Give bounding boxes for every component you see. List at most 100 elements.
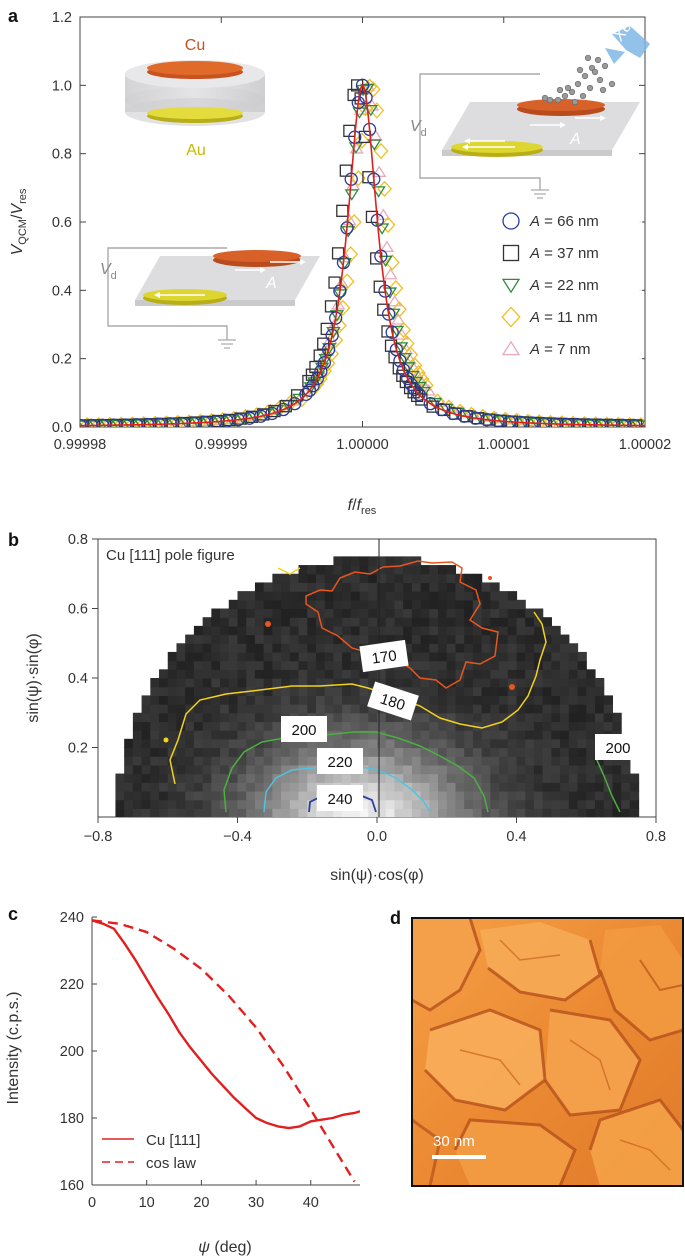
heat-cell [507,625,518,636]
heat-cell [193,730,204,740]
heat-cell [533,669,544,679]
heat-cell [132,756,143,766]
heat-cell [281,582,291,592]
heat-cell [298,565,308,575]
data-point [290,389,304,402]
heat-cell [455,695,465,705]
heat-cell [551,747,561,757]
heat-cell [159,678,169,688]
xe-atom [591,68,599,76]
heat-cell [263,625,273,636]
heat-cell [228,695,239,705]
heat-cell [307,669,317,679]
heat-cell [455,764,465,775]
heat-cell [403,573,413,584]
heat-cell [141,764,151,775]
heat-cell [403,634,413,644]
heat-cell [307,625,317,636]
heat-cell [403,808,413,817]
heat-cell [455,608,465,618]
heat-cell [350,625,361,636]
heat-cell [577,738,587,749]
heat-cell [272,678,282,688]
heat-cell [481,695,491,705]
heat-cell [307,756,317,766]
heat-cell [272,573,282,584]
heat-cell [193,686,204,696]
heat-cell [464,608,474,618]
scale-bar-label: 30 nm [433,1133,475,1150]
heat-cell [377,678,387,688]
y-tick-label: 0.2 [68,741,88,757]
heat-cell [499,608,509,618]
heat-cell [211,747,221,757]
xe-atom [568,88,576,96]
heat-cell [429,591,439,601]
legend-item-0: A = 66 nm [492,207,642,235]
heat-cell [289,773,300,783]
heat-cell [420,599,430,610]
heat-cell [438,738,448,749]
heat-cell [333,565,343,575]
heat-cell [115,782,125,792]
heat-cell [150,704,160,714]
heat-cell [533,747,544,757]
heat-cell [429,738,439,749]
heat-cell [612,764,622,775]
heat-cell [577,669,587,679]
heat-cell [298,799,308,809]
heat-cell [403,686,413,696]
heat-cell [263,599,273,610]
heat-cell [333,738,343,749]
heat-cell [446,643,457,653]
heat-cell [594,782,605,792]
heat-cell [586,695,596,705]
heat-cell [612,790,622,801]
heat-cell [403,651,413,662]
heat-cell [394,764,404,775]
heat-cell [307,617,317,627]
heat-cell [499,808,509,817]
heat-cell [472,712,483,723]
heat-cell [455,651,465,662]
x-tick-label: 10 [139,1195,155,1211]
heat-cell [281,634,291,644]
heat-cell [202,773,212,783]
heat-cell [542,617,552,627]
amplitude-label-left: A [265,275,277,292]
heat-cell [185,686,195,696]
heat-cell [272,651,282,662]
heat-cell [237,608,247,618]
x-tick-label: 0.99999 [195,437,247,453]
heat-cell [551,695,561,705]
heat-cell [429,660,439,670]
heat-cell [490,790,500,801]
heat-cell [551,634,561,644]
heat-cell [446,764,457,775]
legend-bg [492,239,642,267]
heat-cell [176,712,186,723]
heat-cell [359,565,369,575]
heat-cell [342,738,352,749]
heat-cell [237,669,247,679]
heat-cell [359,695,369,705]
heat-cell [438,599,448,610]
xe-beam-arrow [612,26,650,58]
heat-cell [246,678,256,688]
heat-cell [429,747,439,757]
heat-cell [551,669,561,679]
heat-cell [438,790,448,801]
panel-b-ylabel: sin(ψ)·sin(φ) [25,633,42,722]
heat-cell [263,669,273,679]
heat-cell [516,660,526,670]
heat-cell [193,704,204,714]
heat-cell [446,686,457,696]
heat-cell [438,565,448,575]
heat-cell [281,573,291,584]
heat-cell [298,634,308,644]
heat-cell [533,738,544,749]
heat-cell [507,738,518,749]
heat-cell [115,808,125,817]
xe-atom [584,54,592,62]
heat-cell [472,660,483,670]
